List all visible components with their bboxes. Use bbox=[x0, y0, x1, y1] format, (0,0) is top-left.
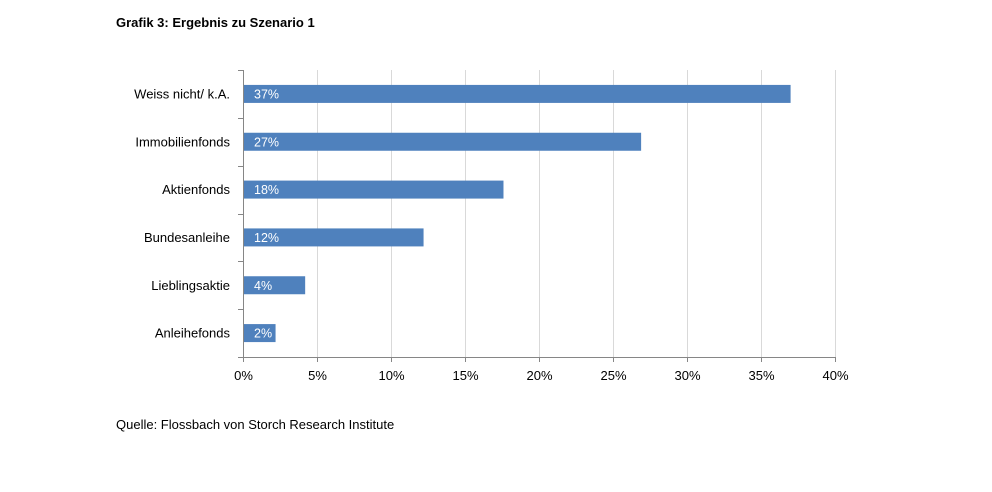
category-label: Bundesanleihe bbox=[144, 230, 230, 245]
bar-data-label: 18% bbox=[254, 183, 279, 197]
category-label: Immobilienfonds bbox=[135, 134, 230, 149]
category-labels: Weiss nicht/ k.A. Immobilienfonds Aktienfo… bbox=[134, 86, 230, 340]
x-tick-label: 10% bbox=[378, 368, 404, 383]
x-tick-label: 15% bbox=[452, 368, 478, 383]
x-tick-label: 20% bbox=[526, 368, 552, 383]
x-tick-label: 0% bbox=[234, 368, 253, 383]
bar bbox=[244, 276, 306, 295]
bar-labels: 37% 27% 18% 12% 4% 2% bbox=[254, 87, 279, 340]
bar bbox=[244, 84, 791, 103]
bar bbox=[244, 228, 424, 247]
bar-chart: 37% 27% 18% 12% 4% 2% Weiss nicht/ k.A. Immobi… bbox=[134, 70, 849, 383]
x-tick-label: 5% bbox=[308, 368, 327, 383]
x-axis-ticks: 0% 5% 10% 15% 20% 25% 30% 35% 40% bbox=[234, 357, 849, 383]
bar-data-label: 37% bbox=[254, 87, 279, 101]
x-tick-label: 30% bbox=[674, 368, 700, 383]
bar-data-label: 2% bbox=[254, 327, 272, 341]
bar-data-label: 4% bbox=[254, 279, 272, 293]
category-label: Weiss nicht/ k.A. bbox=[134, 86, 230, 101]
x-tick-label: 40% bbox=[822, 368, 848, 383]
bar bbox=[244, 324, 276, 343]
category-label: Lieblingsaktie bbox=[151, 278, 230, 293]
bar-data-label: 27% bbox=[254, 135, 279, 149]
x-tick-label: 25% bbox=[600, 368, 626, 383]
gridlines bbox=[317, 70, 836, 357]
source-note: Quelle: Flossbach von Storch Research In… bbox=[116, 417, 395, 432]
x-tick-label: 35% bbox=[748, 368, 774, 383]
bar bbox=[244, 180, 504, 199]
axes bbox=[238, 70, 836, 358]
chart-title: Grafik 3: Ergebnis zu Szenario 1 bbox=[116, 15, 315, 30]
bars bbox=[244, 84, 791, 343]
bar bbox=[244, 132, 642, 151]
category-label: Aktienfonds bbox=[162, 182, 230, 197]
bar-data-label: 12% bbox=[254, 231, 279, 245]
category-label: Anleihefonds bbox=[155, 326, 231, 341]
